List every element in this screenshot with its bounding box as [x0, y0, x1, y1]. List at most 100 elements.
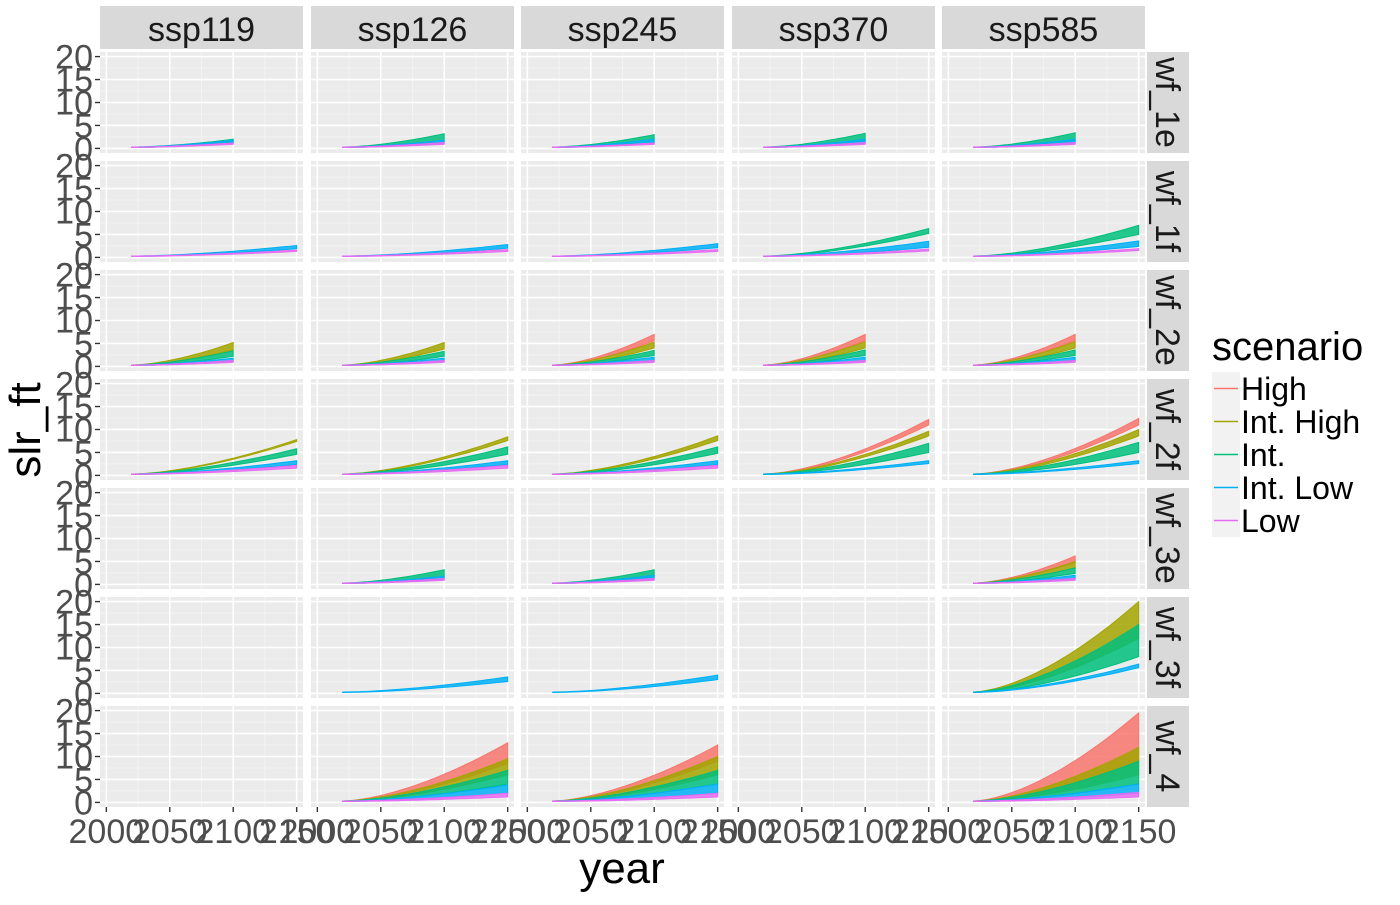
legend-label: High	[1241, 371, 1307, 407]
panel-wf_2e-ssp585	[942, 270, 1145, 371]
panel-wf_1e-ssp119	[100, 52, 303, 153]
series-band-low	[552, 792, 719, 802]
series-group-wf_2e-ssp119	[131, 341, 234, 367]
y-tick-label: 5	[74, 761, 93, 799]
x-axis-title: year	[579, 844, 665, 893]
y-tick-label: 5	[74, 652, 93, 690]
x-tick-label: 2150	[1101, 813, 1177, 851]
x-tick-label: 2150	[891, 813, 967, 851]
series-group-wf_1e-ssp119	[131, 138, 234, 148]
legend-label: Low	[1241, 503, 1301, 539]
series-band-int-low	[552, 674, 719, 694]
strip-background	[1147, 161, 1189, 262]
series-band-low	[342, 464, 509, 475]
facet-row-label: wf_4	[1148, 720, 1186, 793]
series-group-wf_4-ssp585	[973, 711, 1140, 803]
facet-col-label: ssp585	[989, 11, 1099, 49]
x-tick-label: 2100	[1037, 813, 1113, 851]
y-tick-label: 10	[55, 194, 93, 232]
series-band-low	[552, 142, 655, 148]
series-band-int-high	[342, 436, 509, 476]
series-group-wf_4-ssp245	[552, 744, 719, 803]
series-band-int-	[131, 448, 298, 476]
series-group-wf_1e-ssp370	[763, 132, 866, 148]
panel-wf_1e-ssp245	[521, 52, 724, 153]
series-band-int-	[973, 441, 1140, 476]
x-tick-label: 2000	[911, 813, 987, 851]
legend-label: Int.	[1241, 437, 1285, 473]
panel-wf_1e-ssp126	[311, 52, 514, 153]
x-tick-label: 2050	[553, 813, 629, 851]
y-tick-label: 10	[55, 630, 93, 668]
facet-strip-col: ssp245	[521, 6, 724, 49]
panel-wf_4-ssp370	[732, 706, 935, 807]
strip-background	[311, 6, 514, 49]
strip-background	[942, 6, 1145, 49]
strip-background	[732, 6, 935, 49]
x-tick-label: 2050	[343, 813, 419, 851]
series-group-wf_3e-ssp245	[552, 569, 655, 584]
x-tick-label: 2000	[280, 813, 356, 851]
series-group-wf_1f-ssp119	[131, 244, 298, 258]
series-band-low	[342, 577, 445, 584]
facet-strip-row: wf_1e	[1147, 52, 1189, 153]
series-group-wf_2f-ssp370	[763, 418, 930, 476]
series-band-low	[763, 248, 930, 257]
x-tick-label: 2000	[69, 813, 145, 851]
series-band-int-	[342, 446, 509, 476]
series-group-wf_2e-ssp585	[973, 333, 1076, 367]
series-group-wf_2f-ssp245	[552, 435, 719, 476]
panel-wf_1f-ssp126	[311, 161, 514, 262]
panel-wf_2e-ssp245	[521, 270, 724, 371]
y-tick-label: 0	[74, 784, 93, 822]
series-band-low	[973, 141, 1076, 148]
facet-col-label: ssp370	[779, 11, 889, 49]
x-tick-label: 2050	[974, 813, 1050, 851]
facet-strip-row: wf_3f	[1147, 597, 1189, 698]
series-band-low	[131, 249, 298, 257]
series-band-int-high	[131, 438, 298, 476]
y-tick-label: 15	[55, 171, 93, 209]
y-tick-label: 10	[55, 303, 93, 341]
series-group-wf_3f-ssp245	[552, 674, 719, 694]
strip-background	[1147, 52, 1189, 153]
series-group-wf_1f-ssp585	[973, 224, 1140, 258]
facet-row-label: wf_1e	[1148, 56, 1186, 148]
facet-strip-row: wf_2e	[1147, 270, 1189, 371]
series-band-low	[552, 577, 655, 584]
series-band-int-low	[973, 460, 1140, 476]
series-group-wf_1f-ssp126	[342, 244, 509, 258]
series-group-wf_1e-ssp245	[552, 133, 655, 148]
strip-background	[1147, 597, 1189, 698]
panel-wf_3e-ssp245	[521, 488, 724, 589]
y-tick-label: 10	[55, 412, 93, 450]
series-band-low	[973, 577, 1076, 584]
panel-wf_3e-ssp119	[100, 488, 303, 589]
series-band-low	[973, 359, 1076, 366]
legend-label: Int. Low	[1241, 470, 1354, 506]
series-group-wf_3f-ssp126	[342, 676, 509, 694]
facet-col-label: ssp245	[568, 11, 678, 49]
series-band-low	[342, 141, 445, 148]
x-tick-label: 2100	[406, 813, 482, 851]
y-tick-label: 15	[55, 62, 93, 100]
panel-wf_1f-ssp370	[732, 161, 935, 262]
series-band-int-high	[552, 435, 719, 476]
y-tick-label: 5	[74, 107, 93, 145]
panel-wf_3e-ssp126	[311, 488, 514, 589]
facet-row-label: wf_2e	[1148, 274, 1186, 366]
facet-col-label: ssp126	[358, 11, 468, 49]
facet-strip-row: wf_3e	[1147, 488, 1189, 589]
panel-wf_3f-ssp370	[732, 597, 935, 698]
legend-label: Int. High	[1241, 404, 1360, 440]
facet-strip-row: wf_2f	[1147, 379, 1189, 480]
series-band-low	[342, 359, 445, 366]
x-tick-label: 2150	[470, 813, 546, 851]
panel-wf_4-ssp119	[100, 706, 303, 807]
facet-row-label: wf_2f	[1148, 388, 1186, 471]
y-tick-label: 5	[74, 543, 93, 581]
legend-item: Int.	[1212, 437, 1285, 473]
facet-col-label: ssp119	[148, 11, 255, 49]
